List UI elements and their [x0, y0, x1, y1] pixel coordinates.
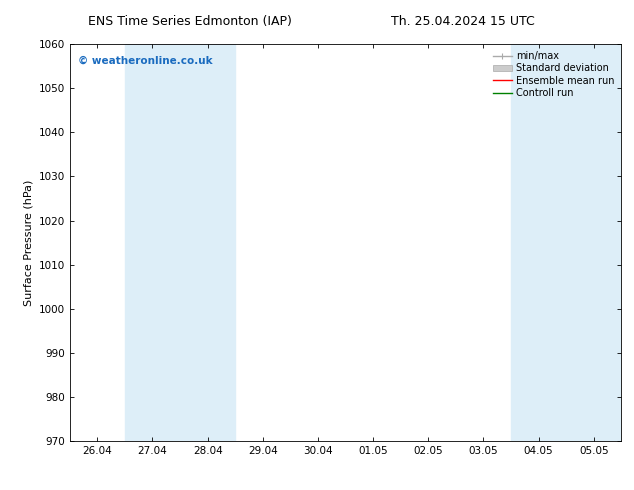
Bar — [511, 44, 566, 441]
Legend: min/max, Standard deviation, Ensemble mean run, Controll run: min/max, Standard deviation, Ensemble me… — [489, 47, 618, 102]
Bar — [125, 44, 180, 441]
Y-axis label: Surface Pressure (hPa): Surface Pressure (hPa) — [23, 179, 33, 306]
Bar — [180, 44, 235, 441]
Text: Th. 25.04.2024 15 UTC: Th. 25.04.2024 15 UTC — [391, 15, 534, 28]
Text: ENS Time Series Edmonton (IAP): ENS Time Series Edmonton (IAP) — [88, 15, 292, 28]
Text: © weatheronline.co.uk: © weatheronline.co.uk — [78, 56, 212, 66]
Bar — [566, 44, 621, 441]
